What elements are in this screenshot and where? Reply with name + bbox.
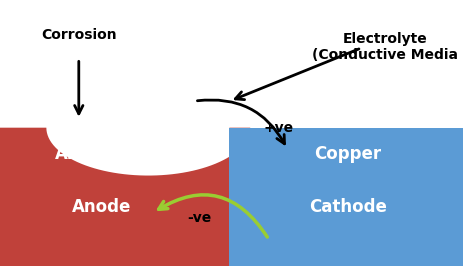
Text: Electrolyte
(Conductive Media: Electrolyte (Conductive Media — [312, 32, 458, 62]
Polygon shape — [229, 128, 464, 266]
Polygon shape — [0, 128, 250, 266]
Text: +ve: +ve — [263, 121, 293, 135]
Text: Anode: Anode — [72, 198, 132, 217]
Text: Aluminum: Aluminum — [55, 145, 149, 163]
Text: -ve: -ve — [187, 211, 211, 225]
Text: Copper: Copper — [314, 145, 381, 163]
Text: Cathode: Cathode — [309, 198, 386, 217]
Text: Corrosion: Corrosion — [41, 28, 117, 41]
